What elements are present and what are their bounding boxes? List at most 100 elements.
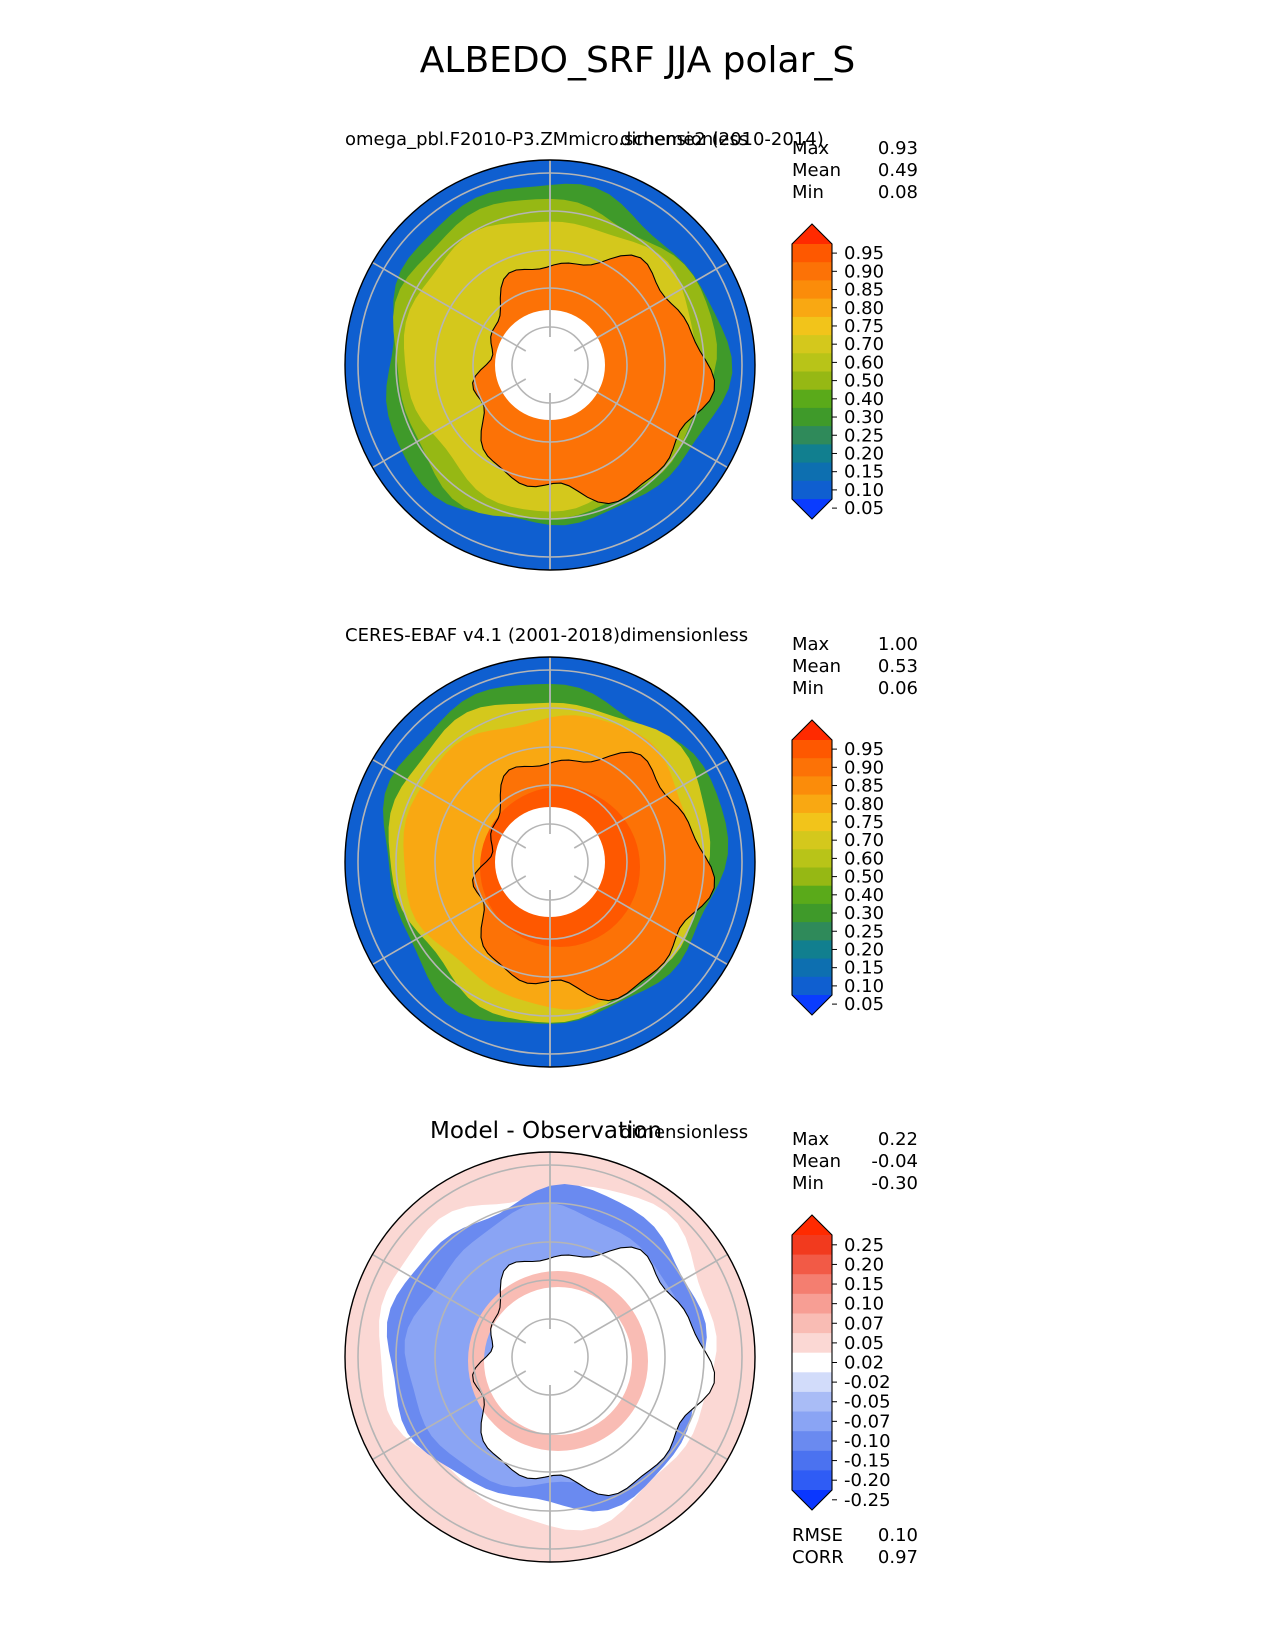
colorbar-tick-label: 0.10: [844, 480, 884, 501]
maps-layer: [344, 159, 756, 1563]
pole-missing-data: [495, 807, 605, 917]
colorbar-extend-max: [792, 1215, 832, 1235]
colorbar-segment: [792, 444, 832, 464]
colorbar-segment: [792, 740, 832, 759]
panel3-corr-value: 0.97: [877, 1547, 918, 1568]
colorbar-segment: [792, 1431, 832, 1452]
longitude-gridline: [372, 758, 527, 849]
colorbar-segment: [792, 958, 832, 978]
colorbar-segment: [792, 849, 832, 868]
colorbar-extend-min: [792, 1490, 832, 1510]
colorbar-tick-label: 0.80: [844, 298, 884, 319]
colorbar-segment: [792, 1293, 832, 1314]
colorbar-tick-label: 0.40: [844, 389, 884, 410]
coastline: [472, 254, 716, 505]
colorbar-segment: [792, 426, 832, 445]
colorbar-tick-label: 0.07: [844, 1313, 884, 1334]
colorbar-segment: [792, 794, 832, 814]
colorbar-tick-label: 0.60: [844, 848, 884, 869]
colorbar-segment: [792, 885, 832, 905]
panel2-min-label: Min: [792, 678, 824, 699]
panel2-mean-label: Mean: [792, 656, 842, 677]
colorbar-segment: [792, 1254, 832, 1275]
colorbar-tick-label: 0.10: [844, 1294, 884, 1315]
colorbar-tick-label: 0.85: [844, 280, 884, 301]
colorbar-segment: [792, 1470, 832, 1491]
coastline: [472, 1246, 716, 1497]
panel3-mean-label: Mean: [792, 1151, 842, 1172]
colorbar-tick-label: 0.10: [844, 976, 884, 997]
panel3-max-value: 0.22: [877, 1129, 918, 1150]
colorbar-tick-label: 0.95: [844, 739, 884, 760]
colorbar-tick-label: 0.80: [844, 794, 884, 815]
figure-title: ALBEDO_SRF JJA polar_S: [419, 40, 856, 81]
colorbar-extend-max: [792, 720, 832, 740]
panel3-rmse-label: RMSE: [792, 1525, 843, 1546]
panel1-min-label: Min: [792, 182, 824, 203]
panel3-corr-label: CORR: [792, 1547, 844, 1568]
map-boundary: [344, 1151, 756, 1563]
longitude-gridline: [573, 875, 728, 966]
colorbar-segment: [792, 976, 832, 996]
panel3-min-label: Min: [792, 1173, 824, 1194]
longitude-gridline: [372, 1370, 527, 1461]
colorbar-extend-max: [792, 224, 832, 244]
panel2-right-title: dimensionless: [620, 625, 749, 646]
colorbar-tick-label: 0.50: [844, 867, 884, 888]
colorbar-segment: [792, 940, 832, 960]
colorbar-tick-label: 0.90: [844, 261, 884, 282]
colorbar-tick-label: -0.02: [844, 1372, 891, 1393]
longitude-gridline: [573, 1370, 728, 1461]
colorbar-segment: [792, 867, 832, 887]
colorbar-segment: [792, 262, 832, 281]
longitude-gridline: [372, 875, 527, 966]
colorbar-1: 0.950.900.850.800.750.700.600.500.400.30…: [791, 223, 884, 520]
colorbar-outline: [791, 223, 833, 520]
longitude-gridline: [372, 1253, 527, 1344]
panel2-max-value: 1.00: [877, 634, 918, 655]
colorbar-segment: [792, 1411, 832, 1432]
longitude-gridline: [573, 758, 728, 849]
panel3-rmse-value: 0.10: [877, 1525, 918, 1546]
colorbar-tick-label: 0.75: [844, 316, 884, 337]
panel3-right-title: dimensionless: [620, 1122, 749, 1143]
panel1-min-value: 0.08: [877, 182, 918, 203]
longitude-gridline: [573, 261, 728, 352]
colorbar-tick-label: 0.70: [844, 334, 884, 355]
colorbar-tick-label: 0.05: [844, 498, 884, 519]
colorbar-tick-label: 0.15: [844, 958, 884, 979]
colorbar-tick-label: 0.30: [844, 407, 884, 428]
colorbars-layer: 0.950.900.850.800.750.700.600.500.400.30…: [791, 223, 891, 1511]
panel2-max-label: Max: [792, 634, 830, 655]
panel3-left-title: Model - Observation: [430, 1118, 663, 1144]
panel1-right-title: dimensionless: [620, 129, 749, 150]
colorbar-tick-label: -0.05: [844, 1392, 891, 1413]
colorbar-segment: [792, 407, 832, 427]
panel2-mean-value: 0.53: [877, 656, 918, 677]
pole-missing-data: [495, 310, 605, 420]
colorbar-segment: [792, 758, 832, 777]
colorbar-outline: [791, 719, 833, 1016]
colorbar-tick-label: 0.50: [844, 371, 884, 392]
colorbar-tick-label: 0.25: [844, 921, 884, 942]
colorbar-extend-min: [792, 995, 832, 1015]
colorbar-segment: [792, 1372, 832, 1393]
colorbar-3: 0.250.200.150.100.070.050.02-0.02-0.05-0…: [791, 1214, 891, 1511]
panel3-max-label: Max: [792, 1129, 830, 1150]
colorbar-tick-label: 0.70: [844, 830, 884, 851]
colorbar-segment: [792, 371, 832, 391]
colorbar-tick-label: 0.25: [844, 1235, 884, 1256]
colorbar-segment: [792, 1391, 832, 1412]
colorbar-segment: [792, 812, 832, 832]
colorbar-segment: [792, 1333, 832, 1354]
colorbar-tick-label: 0.15: [844, 1274, 884, 1295]
colorbar-tick-label: 0.05: [844, 994, 884, 1015]
colorbar-segment: [792, 389, 832, 409]
panel1-mean-value: 0.49: [877, 160, 918, 181]
colorbar-tick-label: 0.40: [844, 885, 884, 906]
panel2-min-value: 0.06: [877, 678, 918, 699]
panel1-max-label: Max: [792, 138, 830, 159]
colorbar-segment: [792, 244, 832, 263]
longitude-gridline: [372, 378, 527, 469]
